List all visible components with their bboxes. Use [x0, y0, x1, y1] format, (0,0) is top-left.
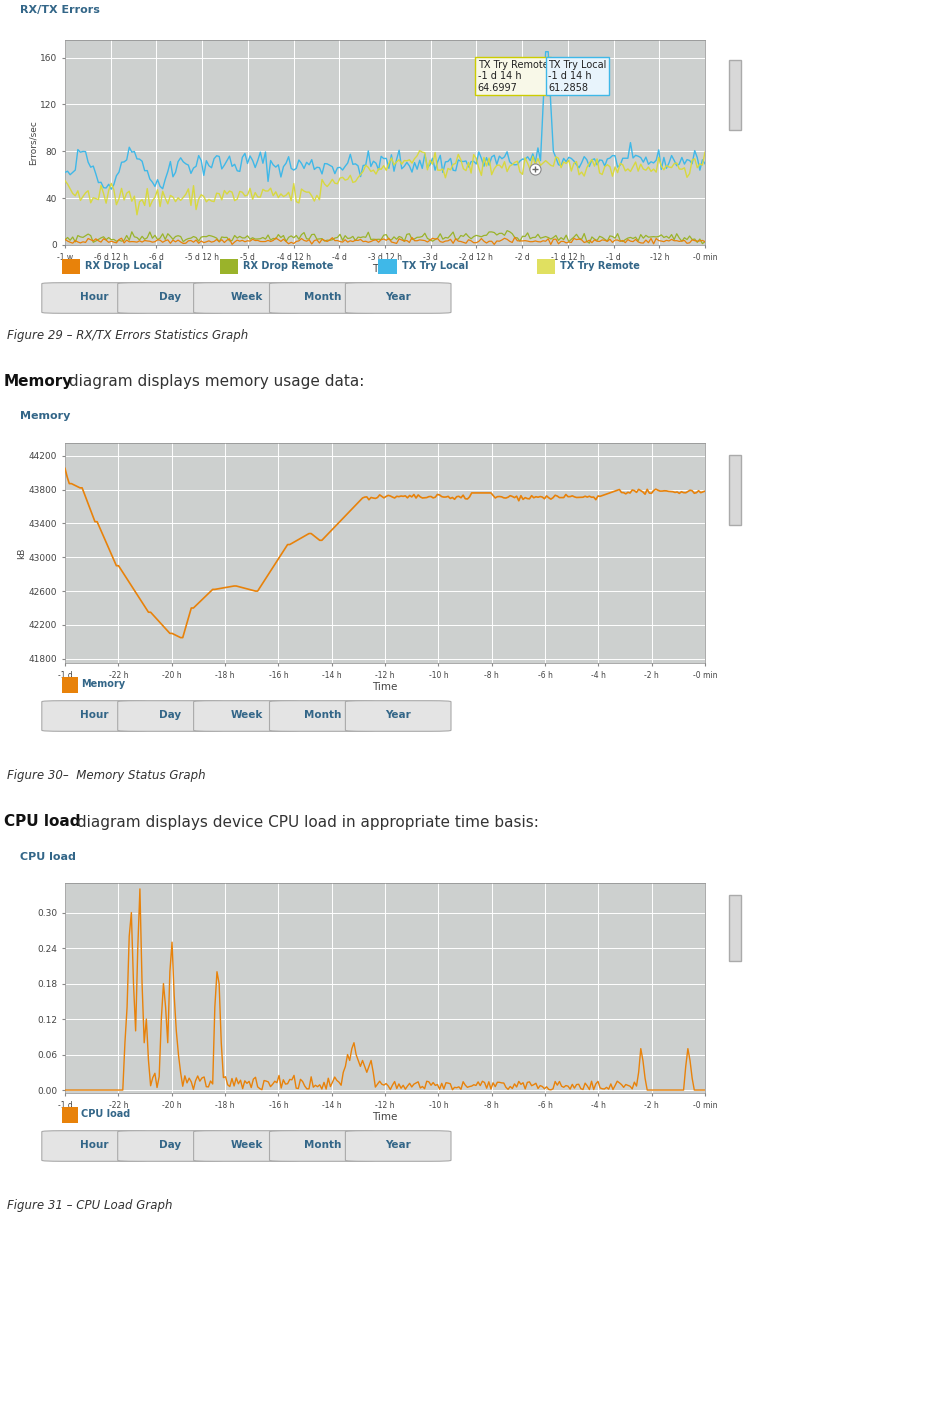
Bar — [378, 259, 397, 275]
Bar — [729, 60, 740, 130]
FancyBboxPatch shape — [194, 1131, 299, 1161]
Text: CPU load: CPU load — [20, 852, 76, 862]
Text: Memory: Memory — [4, 374, 73, 389]
Text: Day: Day — [159, 1140, 182, 1150]
Text: Week: Week — [230, 1140, 263, 1150]
FancyBboxPatch shape — [194, 283, 299, 314]
Text: Year: Year — [385, 710, 412, 720]
Bar — [729, 894, 740, 961]
Text: diagram displays device CPU load in appropriate time basis:: diagram displays device CPU load in appr… — [72, 814, 539, 829]
X-axis label: Time: Time — [372, 682, 398, 692]
FancyBboxPatch shape — [269, 1131, 375, 1161]
Text: RX Drop Remote: RX Drop Remote — [243, 262, 333, 272]
Text: Month: Month — [304, 293, 341, 303]
Text: Year: Year — [385, 293, 412, 303]
Text: Week: Week — [230, 710, 263, 720]
X-axis label: Time: Time — [372, 265, 398, 275]
Text: TX Try Local: TX Try Local — [401, 262, 468, 272]
Text: Year: Year — [385, 1140, 412, 1150]
FancyBboxPatch shape — [117, 283, 223, 314]
FancyBboxPatch shape — [345, 700, 451, 731]
Bar — [61, 1107, 78, 1124]
Text: Day: Day — [159, 710, 182, 720]
FancyBboxPatch shape — [194, 700, 299, 731]
Text: Month: Month — [304, 710, 341, 720]
Text: TX Try Remote
-1 d 14 h
64.6997: TX Try Remote -1 d 14 h 64.6997 — [478, 59, 548, 92]
Text: CPU load: CPU load — [81, 1110, 130, 1119]
FancyBboxPatch shape — [269, 700, 375, 731]
Text: Hour: Hour — [80, 710, 109, 720]
FancyBboxPatch shape — [117, 700, 223, 731]
Text: CPU load: CPU load — [4, 814, 80, 829]
FancyBboxPatch shape — [42, 283, 147, 314]
Text: RX Drop Local: RX Drop Local — [85, 262, 162, 272]
Text: Figure 31 – CPU Load Graph: Figure 31 – CPU Load Graph — [7, 1198, 172, 1212]
FancyBboxPatch shape — [42, 700, 147, 731]
Bar — [61, 677, 78, 693]
Bar — [537, 259, 555, 275]
Text: Hour: Hour — [80, 1140, 109, 1150]
FancyBboxPatch shape — [345, 283, 451, 314]
Text: Month: Month — [304, 1140, 341, 1150]
Text: Figure 29 – RX/TX Errors Statistics Graph: Figure 29 – RX/TX Errors Statistics Grap… — [7, 328, 249, 342]
Bar — [61, 259, 80, 275]
FancyBboxPatch shape — [345, 1131, 451, 1161]
Text: Hour: Hour — [80, 293, 109, 303]
Text: Week: Week — [230, 293, 263, 303]
Text: Figure 30–  Memory Status Graph: Figure 30– Memory Status Graph — [7, 769, 206, 782]
Text: diagram displays memory usage data:: diagram displays memory usage data: — [63, 374, 364, 389]
Text: Day: Day — [159, 293, 182, 303]
Bar — [729, 455, 740, 525]
FancyBboxPatch shape — [269, 283, 375, 314]
FancyBboxPatch shape — [117, 1131, 223, 1161]
X-axis label: Time: Time — [372, 1112, 398, 1122]
Text: TX Try Remote: TX Try Remote — [560, 262, 640, 272]
Text: Memory: Memory — [20, 410, 71, 420]
Bar — [220, 259, 238, 275]
Text: Memory: Memory — [81, 679, 126, 689]
Text: TX Try Local
-1 d 14 h
61.2858: TX Try Local -1 d 14 h 61.2858 — [548, 59, 607, 92]
Y-axis label: kB: kB — [17, 548, 26, 559]
Y-axis label: Errors/sec: Errors/sec — [28, 120, 37, 165]
Text: RX/TX Errors: RX/TX Errors — [20, 6, 100, 15]
FancyBboxPatch shape — [42, 1131, 147, 1161]
